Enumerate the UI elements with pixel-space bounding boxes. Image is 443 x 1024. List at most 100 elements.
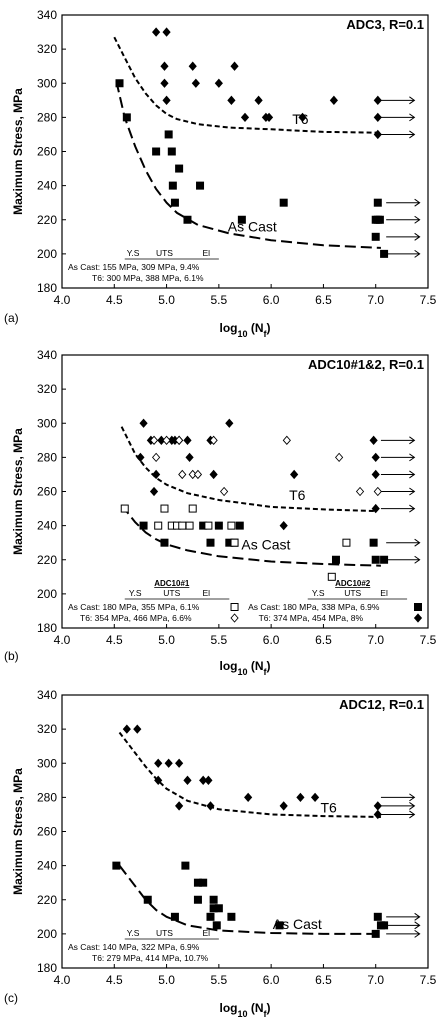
- curve-annotation: As Cast: [273, 916, 322, 932]
- x-tick-label: 7.0: [367, 293, 384, 307]
- data-point-diamond: [183, 775, 192, 785]
- data-point-diamond: [160, 78, 169, 88]
- data-point-diamond: [230, 61, 239, 71]
- data-point-square: [275, 921, 284, 930]
- y-tick-label: 260: [37, 145, 57, 159]
- data-point-diamond: [160, 61, 169, 71]
- data-point-diamond: [175, 801, 184, 811]
- x-tick-label: 5.0: [158, 293, 175, 307]
- data-point-diamond: [279, 801, 288, 811]
- data-point-square-open: [178, 521, 187, 530]
- data-point-diamond: [164, 758, 173, 768]
- data-point-square-open: [154, 521, 163, 530]
- chart-panel-3: 180 200 220 240 260 280 300 320 340 4.0 4.5 5.0 5.5 6…: [4, 688, 437, 1019]
- data-point-square: [183, 215, 192, 224]
- x-axis-label-part: 10: [237, 329, 247, 339]
- data-point-diamond: [264, 112, 274, 123]
- chart-panel-1: 180 200 220 240 260 280 300 320 340 4.0 4.5 5.0 5.5 6…: [4, 8, 437, 339]
- y-tick-label: 200: [37, 247, 57, 261]
- data-point-square: [380, 921, 389, 930]
- props-header: Y.S: [312, 588, 325, 598]
- data-point-diamond: [149, 486, 159, 497]
- x-tick-label: 4.0: [54, 293, 71, 307]
- x-axis-label-part: (N: [251, 321, 264, 335]
- data-point-diamond: [154, 775, 163, 785]
- legend-marker-square-open: [230, 603, 239, 611]
- fit-curve-t6: [113, 36, 381, 134]
- data-point-square: [380, 555, 389, 564]
- data-point-square: [369, 538, 378, 547]
- runout-arrow: [386, 232, 421, 241]
- y-tick-label: 240: [37, 179, 57, 193]
- plot-frame: [61, 694, 429, 969]
- panel-label: (a): [4, 311, 19, 325]
- data-point-diamond: [154, 758, 163, 768]
- data-point-square: [279, 198, 288, 207]
- y-tick-label: 280: [37, 450, 57, 464]
- data-point-square: [237, 215, 246, 224]
- x-axis-label-part: 10: [237, 667, 247, 677]
- x-axis-label: log10 (Nf): [219, 321, 270, 339]
- data-point-diamond: [136, 452, 145, 463]
- curve-annotation: T6: [289, 487, 306, 503]
- props-group-label: ADC10#1: [154, 579, 190, 588]
- x-tick-label: 6.0: [263, 973, 280, 987]
- data-point-square: [212, 921, 221, 930]
- curve-annotation: As Cast: [228, 219, 277, 235]
- data-point-diamond: [191, 78, 200, 88]
- data-point-square: [209, 895, 218, 904]
- data-point-square: [143, 895, 152, 904]
- data-point-diamond: [254, 95, 263, 105]
- x-tick-label: 5.5: [211, 973, 228, 987]
- props-row: T6: 374 MPa, 454 MPa, 8%: [259, 613, 364, 623]
- x-axis-label-part: (N: [251, 1001, 264, 1015]
- data-point-diamond: [209, 469, 218, 480]
- runout-arrow: [380, 487, 416, 496]
- data-point-square-open: [185, 521, 194, 530]
- data-point-square: [199, 878, 208, 887]
- y-tick-label: 340: [37, 688, 57, 702]
- data-point-diamond: [329, 95, 338, 105]
- x-tick-label: 4.5: [106, 633, 123, 647]
- x-tick-label: 6.0: [263, 293, 280, 307]
- data-point-square: [373, 198, 382, 207]
- runout-arrow: [386, 555, 421, 564]
- data-point-diamond: [244, 792, 253, 803]
- x-tick-label: 5.5: [211, 633, 228, 647]
- data-point-square: [371, 929, 380, 938]
- data-point-diamond: [152, 27, 161, 37]
- x-tick-label: 4.0: [54, 973, 71, 987]
- x-axis-label-part: ): [267, 1001, 271, 1015]
- data-point-square: [206, 538, 215, 547]
- data-point-square: [139, 521, 148, 530]
- plot-frame: [61, 354, 429, 629]
- runout-arrow: [386, 198, 421, 207]
- data-point-diamond: [371, 503, 380, 514]
- data-point-square: [206, 912, 215, 921]
- props-header: UTS: [344, 588, 361, 598]
- data-point-diamond: [296, 792, 305, 803]
- data-point-diamond: [183, 435, 192, 445]
- y-tick-label: 320: [37, 722, 57, 736]
- x-tick-label: 6.5: [315, 973, 332, 987]
- props-row: T6: 279 MPa, 414 MPa, 10.7%: [92, 953, 209, 963]
- runout-arrow: [380, 436, 416, 445]
- data-point-diamond: [139, 418, 148, 428]
- y-tick-label: 340: [37, 8, 57, 22]
- data-point-diamond-open: [282, 435, 291, 445]
- x-axis-label-part: f: [264, 1009, 268, 1019]
- data-point-diamond: [214, 78, 223, 88]
- x-axis-label: log10 (Nf): [219, 659, 270, 677]
- x-tick-label: 7.5: [420, 293, 437, 307]
- x-tick-label: 6.0: [263, 633, 280, 647]
- data-point-square-open: [120, 504, 129, 513]
- plot-frame: [61, 14, 429, 289]
- runout-arrow: [380, 793, 416, 802]
- data-point-square: [122, 113, 131, 122]
- data-point-diamond: [373, 129, 382, 140]
- props-header: Y.S: [129, 588, 142, 598]
- data-point-square: [373, 912, 382, 921]
- data-point-square: [193, 895, 202, 904]
- fit-curve-t6: [120, 426, 376, 513]
